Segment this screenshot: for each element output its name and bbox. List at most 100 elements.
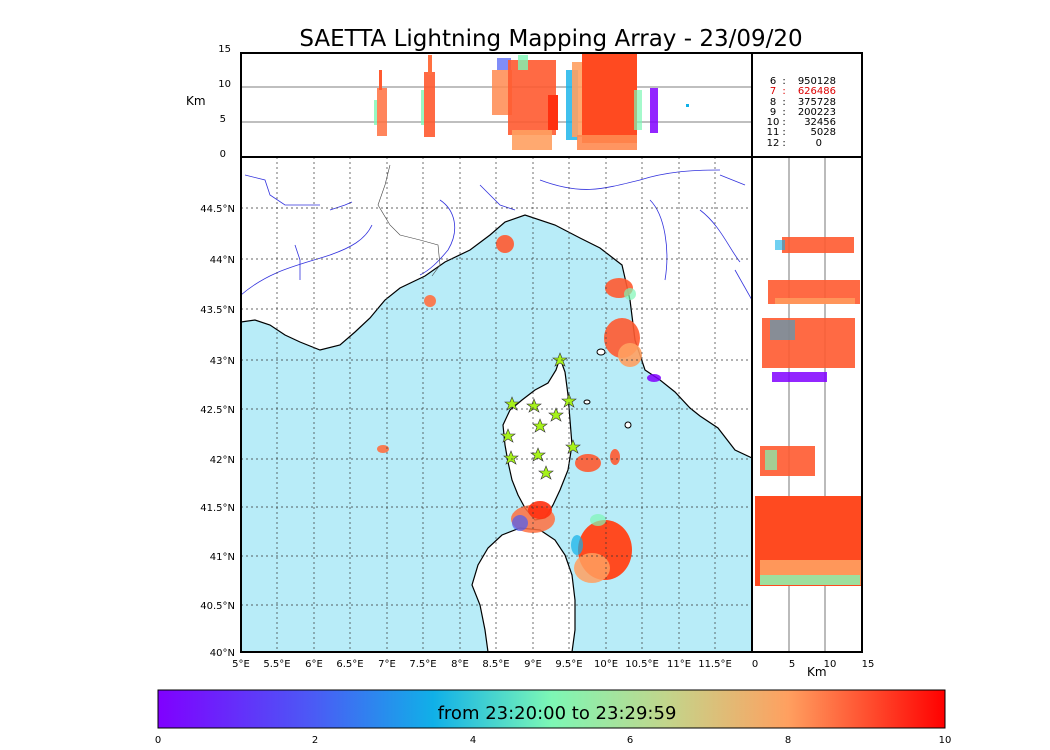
lat-label: 40°N — [210, 648, 235, 659]
altitude-tick: 0 — [220, 149, 226, 160]
corsica-island — [502, 356, 573, 521]
side-tick: 15 — [862, 659, 875, 670]
lon-label: 7°E — [378, 659, 396, 670]
colorbar-tick: 8 — [785, 735, 791, 746]
colorbar: from 23:20:00 to 23:29:59 0 2 4 6 8 10 — [155, 689, 952, 746]
altitude-tick: 5 — [220, 114, 226, 125]
lat-label: 40.5°N — [200, 601, 235, 612]
map-panel: 44.5°N 44°N 43.5°N 43°N 42.5°N 42°N 41.5… — [200, 156, 753, 670]
side-scatter — [755, 237, 862, 586]
station-number: 9 — [770, 107, 776, 118]
station-count-value: 200223 — [798, 107, 836, 118]
borders — [377, 164, 441, 277]
separator: : — [782, 138, 785, 149]
station-star — [565, 439, 581, 454]
station-number: 7 — [770, 86, 776, 97]
station-number: 6 — [770, 76, 776, 87]
sardinia-island — [471, 527, 576, 652]
separator: : — [782, 107, 785, 118]
figure-title: SAETTA Lightning Mapping Array - 23/09/2… — [299, 26, 802, 52]
station-count-value: 5028 — [811, 127, 836, 138]
colorbar-label: from 23:20:00 to 23:29:59 — [438, 703, 677, 724]
colorbar-tick: 0 — [155, 735, 161, 746]
lon-label: 10.5°E — [625, 659, 659, 670]
altitude-tick: 10 — [218, 79, 231, 90]
station-star — [548, 407, 564, 422]
lat-label: 43.5°N — [200, 305, 235, 316]
station-number: 12 — [767, 138, 780, 149]
station-count-row: 12 : 0 — [767, 138, 822, 149]
station-star — [503, 450, 519, 465]
lon-label: 7.5°E — [409, 659, 436, 670]
side-panel: 0 5 10 15 Km — [751, 156, 875, 679]
station-count-row: 9 : 200223 — [770, 107, 836, 118]
station-star — [532, 418, 548, 433]
side-tick: 10 — [824, 659, 837, 670]
lon-label: 8.5°E — [482, 659, 509, 670]
station-count-value: 0 — [816, 138, 822, 149]
side-tick: 5 — [789, 659, 795, 670]
lon-label: 9.5°E — [555, 659, 582, 670]
mainland-land — [241, 157, 752, 459]
altitude-scatter — [374, 53, 689, 150]
station-count-row: 6 : 950128 — [770, 76, 836, 87]
lat-label: 44°N — [210, 255, 235, 266]
map-grid — [241, 157, 752, 652]
lon-label: 5.5°E — [263, 659, 290, 670]
station-count-row: 11 : 5028 — [767, 127, 836, 138]
separator: : — [782, 97, 785, 108]
longitude-labels: 5°E 5.5°E 6°E 6.5°E 7°E 7.5°E 8°E 8.5°E … — [232, 659, 732, 670]
station-count-value: 950128 — [798, 76, 836, 87]
lon-label: 5°E — [232, 659, 250, 670]
station-markers — [500, 352, 581, 480]
station-number: 10 — [767, 117, 780, 128]
colorbar-tick: 6 — [627, 735, 633, 746]
altitude-tick: 15 — [218, 44, 231, 55]
lat-label: 44.5°N — [200, 204, 235, 215]
separator: : — [782, 76, 785, 87]
colorbar-tick: 10 — [939, 735, 952, 746]
station-count-value: 375728 — [798, 97, 836, 108]
station-count-panel: 6 : 950128 7 : 626486 8 : 375728 9 : 200… — [751, 52, 863, 158]
side-x-ticks: 0 5 10 15 — [752, 659, 875, 670]
colorbar-tick: 2 — [312, 735, 318, 746]
station-star — [552, 352, 568, 367]
station-star — [538, 465, 554, 480]
colorbar-tick: 4 — [470, 735, 476, 746]
lon-label: 6.5°E — [336, 659, 363, 670]
lon-label: 11.5°E — [698, 659, 732, 670]
colorbar-ticks: 0 2 4 6 8 10 — [155, 735, 952, 746]
station-number: 8 — [770, 97, 776, 108]
lat-label: 42.5°N — [200, 405, 235, 416]
rivers — [241, 169, 752, 301]
station-count-row: 10 : 32456 — [767, 117, 836, 128]
latitude-labels: 44.5°N 44°N 43.5°N 43°N 42.5°N 42°N 41.5… — [200, 204, 235, 659]
separator: : — [782, 117, 785, 128]
lat-label: 43°N — [210, 356, 235, 367]
colorbar-gradient — [157, 689, 946, 729]
altitude-unit-label: Km — [186, 94, 206, 108]
lightning-clusters — [377, 235, 661, 583]
station-star — [500, 428, 516, 443]
lon-label: 10°E — [594, 659, 618, 670]
separator: : — [782, 127, 785, 138]
lon-label: 9°E — [524, 659, 542, 670]
side-tick: 0 — [752, 659, 758, 670]
side-unit-label: Km — [807, 665, 827, 679]
lat-label: 41°N — [210, 552, 235, 563]
station-star — [504, 396, 520, 411]
lat-label: 41.5°N — [200, 503, 235, 514]
lon-label: 11°E — [667, 659, 691, 670]
lat-label: 42°N — [210, 455, 235, 466]
station-count-value: 32456 — [804, 117, 836, 128]
separator: : — [782, 86, 785, 97]
station-count-list: 6 : 950128 7 : 626486 8 : 375728 9 : 200… — [767, 76, 836, 149]
lon-label: 8°E — [451, 659, 469, 670]
station-number: 11 — [767, 127, 780, 138]
altitude-panel: Km 15 10 5 0 — [186, 44, 753, 160]
lon-label: 6°E — [305, 659, 323, 670]
station-count-row: 8 : 375728 — [770, 97, 836, 108]
station-count-value: 626486 — [798, 86, 836, 97]
station-count-row: 7 : 626486 — [770, 86, 836, 97]
